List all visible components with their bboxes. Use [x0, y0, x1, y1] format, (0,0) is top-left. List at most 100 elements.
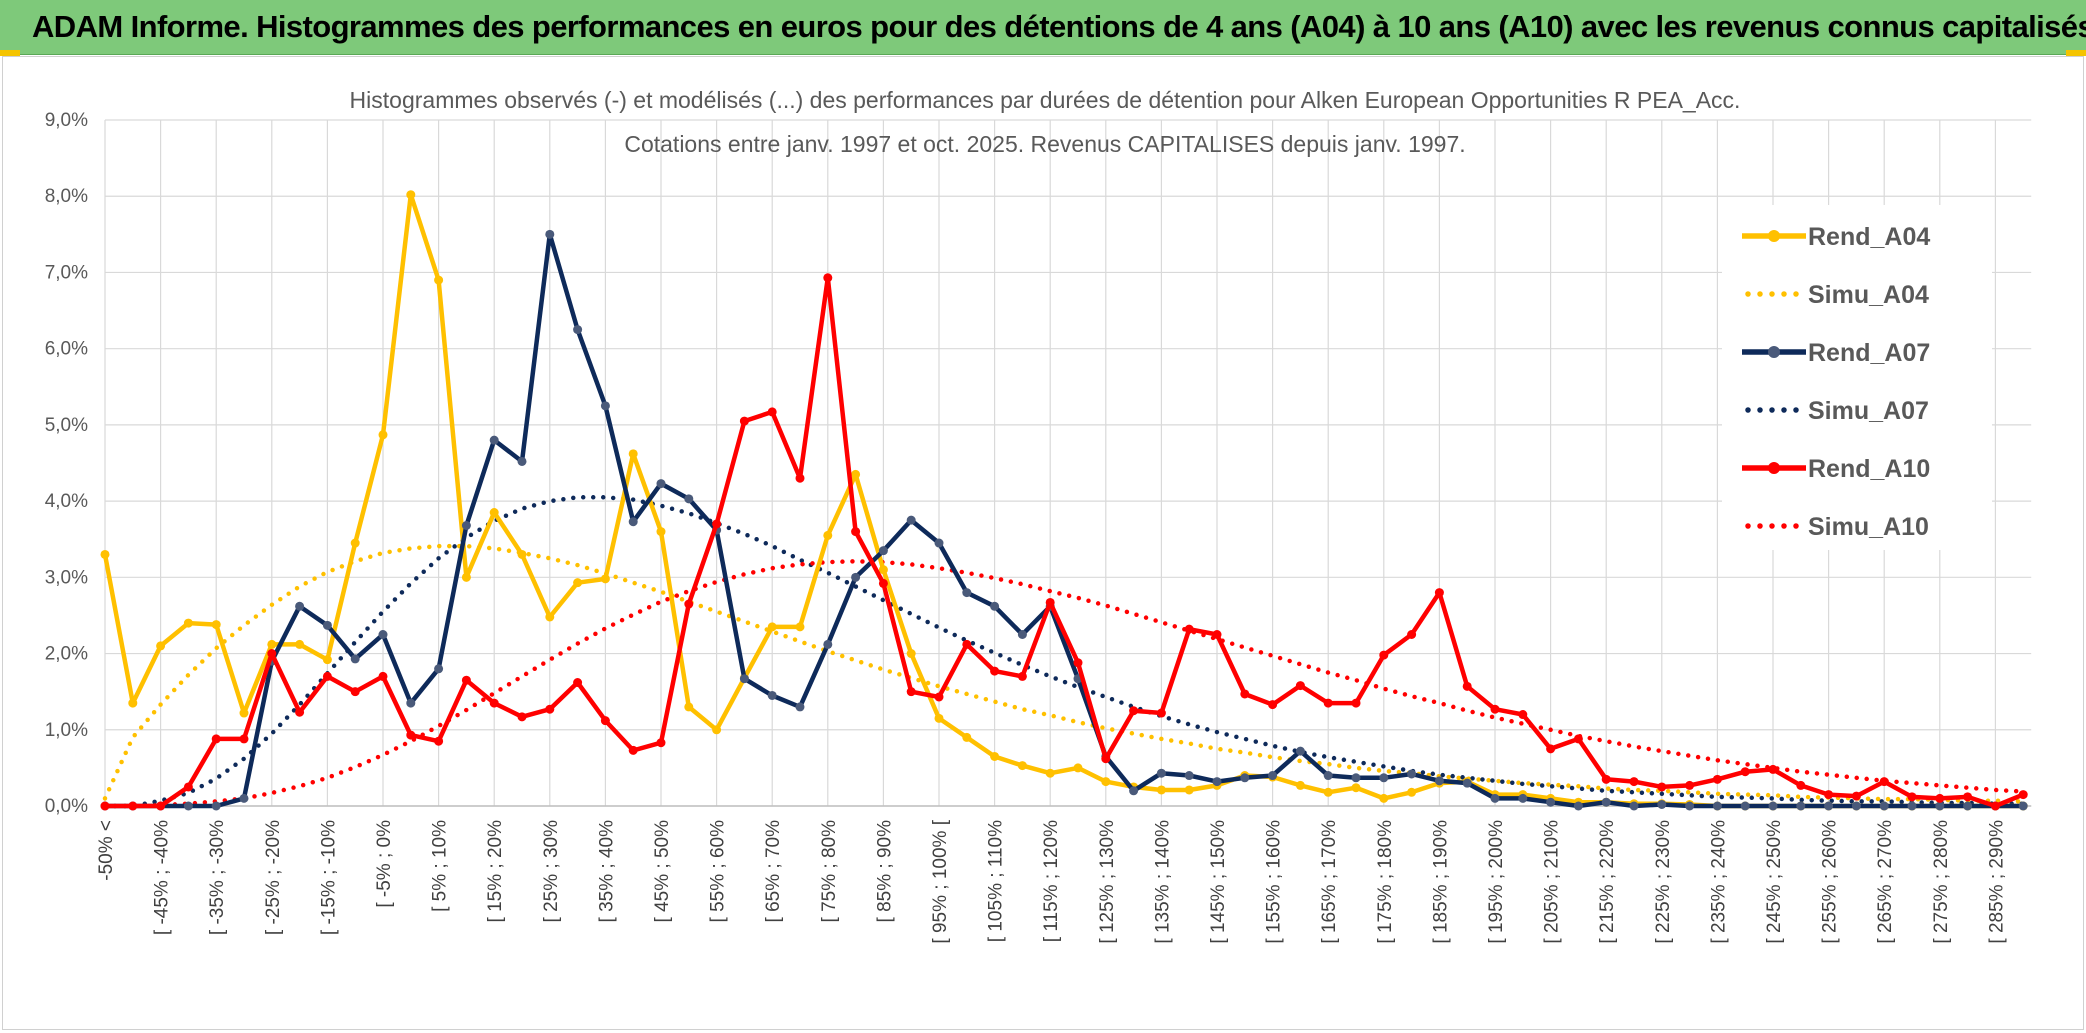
point-Rend_A10 — [183, 782, 193, 792]
point-Rend_A04 — [489, 508, 499, 518]
point-Rend_A07 — [684, 494, 694, 504]
point-Rend_A07 — [573, 325, 583, 335]
point-Rend_A10 — [1462, 681, 1472, 691]
point-Rend_A07 — [1963, 801, 1973, 811]
point-Rend_A04 — [1156, 785, 1166, 795]
y-tick-label: 8,0% — [45, 186, 88, 207]
series-line-Rend_A07 — [105, 232, 2024, 809]
point-Rend_A04 — [517, 549, 527, 559]
x-tick-label: [ 65% ; 70% — [763, 820, 784, 923]
point-Rend_A10 — [1907, 792, 1917, 802]
x-tick-label: [ -15% ; -10% — [318, 820, 339, 935]
x-tick-label: [ 265% ; 270% — [1875, 820, 1896, 944]
point-Rend_A07 — [545, 229, 555, 239]
chart-legend: Rend_A04 Simu_A04 Rend_A07 Simu_A07 Rend_A10… — [1722, 205, 1992, 550]
point-Rend_A04 — [767, 622, 777, 632]
legend-label-Simu_A10: Simu_A10 — [1808, 513, 1929, 541]
point-Rend_A07 — [1601, 797, 1611, 807]
point-Rend_A04 — [545, 612, 555, 622]
point-Rend_A07 — [1712, 801, 1722, 811]
point-Rend_A04 — [434, 275, 444, 285]
point-Rend_A07 — [1240, 773, 1250, 783]
x-tick-label: [ 275% ; 280% — [1931, 820, 1952, 944]
point-Rend_A04 — [461, 572, 471, 582]
x-tick-label: [ 115% ; 120% — [1041, 820, 1062, 942]
x-tick-label: [ 125% ; 130% — [1097, 820, 1118, 944]
point-Rend_A04 — [1407, 787, 1417, 797]
report-banner: ADAM Informe. Histogrammes des performan… — [0, 0, 2086, 55]
point-Rend_A07 — [600, 401, 610, 411]
point-Rend_A04 — [1323, 787, 1333, 797]
x-tick-label: -50% < — [96, 820, 117, 881]
point-Rend_A10 — [1963, 792, 1973, 802]
point-Rend_A04 — [239, 708, 249, 718]
point-Rend_A07 — [906, 515, 916, 525]
banner-corner-left — [0, 50, 20, 56]
point-Rend_A07 — [767, 690, 777, 700]
point-Rend_A07 — [295, 601, 305, 611]
point-Rend_A07 — [1156, 768, 1166, 778]
chart-series — [100, 190, 2028, 811]
series-line-Rend_A10 — [105, 275, 2025, 809]
point-Rend_A07 — [1851, 801, 1861, 811]
point-Rend_A07 — [1824, 801, 1834, 811]
point-Rend_A07 — [1129, 786, 1139, 796]
point-Rend_A10 — [1851, 791, 1861, 801]
point-Rend_A04 — [934, 713, 944, 723]
point-Rend_A04 — [211, 620, 221, 630]
point-Rend_A04 — [350, 538, 360, 548]
point-Rend_A04 — [628, 449, 638, 459]
point-Rend_A10 — [517, 712, 527, 722]
point-Rend_A07 — [1657, 799, 1667, 809]
point-Rend_A10 — [1351, 698, 1361, 708]
series-line-Simu_A07 — [102, 495, 2026, 809]
y-tick-label: 1,0% — [45, 720, 88, 741]
point-Rend_A07 — [1685, 801, 1695, 811]
point-Rend_A04 — [990, 751, 1000, 761]
point-Rend_A07 — [239, 793, 249, 803]
point-Rend_A04 — [1045, 768, 1055, 778]
point-Rend_A10 — [295, 707, 305, 717]
y-tick-label: 9,0% — [45, 110, 88, 131]
point-Rend_A07 — [1017, 630, 1027, 639]
point-Rend_A04 — [656, 527, 666, 537]
point-Rend_A10 — [1712, 774, 1722, 784]
point-Rend_A07 — [1212, 777, 1222, 787]
x-tick-label: [ 35% ; 40% — [596, 820, 617, 923]
point-Rend_A10 — [1073, 658, 1083, 668]
point-Rend_A10 — [461, 675, 471, 685]
x-tick-label: [ 95% ; 100% [ — [930, 819, 951, 943]
point-Rend_A10 — [739, 416, 749, 426]
point-Rend_A10 — [1323, 698, 1333, 708]
point-Rend_A10 — [1573, 734, 1583, 744]
point-Rend_A07 — [434, 664, 444, 674]
point-Rend_A07 — [1268, 771, 1278, 781]
point-Rend_A10 — [1434, 588, 1444, 598]
point-Rend_A10 — [1407, 630, 1417, 639]
x-tick-label: [ 75% ; 80% — [819, 820, 840, 923]
point-Rend_A10 — [1740, 767, 1750, 777]
x-tick-label: [ 15% ; 20% — [485, 820, 506, 923]
point-Rend_A04 — [267, 639, 277, 649]
x-tick-label: [ 165% ; 170% — [1319, 820, 1340, 944]
point-Rend_A07 — [1796, 801, 1806, 811]
point-Rend_A04 — [1295, 780, 1305, 790]
y-tick-label: 2,0% — [45, 644, 88, 665]
point-Rend_A10 — [406, 730, 416, 740]
legend-label-Simu_A04: Simu_A04 — [1808, 281, 1929, 309]
point-Rend_A10 — [1129, 706, 1139, 716]
series-line-Simu_A04 — [102, 543, 2026, 804]
point-Rend_A10 — [1657, 782, 1667, 792]
x-tick-label: [ 195% ; 200% — [1486, 820, 1507, 944]
point-Rend_A04 — [962, 732, 972, 742]
point-Rend_A04 — [795, 622, 805, 632]
point-Rend_A04 — [573, 578, 583, 588]
x-tick-label: [ 285% ; 290% — [1986, 820, 2007, 944]
point-Rend_A07 — [1462, 778, 1472, 788]
y-tick-label: 7,0% — [45, 262, 88, 283]
point-Rend_A04 — [128, 698, 138, 708]
x-tick-label: [ 135% ; 140% — [1152, 820, 1173, 944]
point-Rend_A04 — [1101, 777, 1111, 787]
point-Rend_A04 — [906, 649, 916, 659]
